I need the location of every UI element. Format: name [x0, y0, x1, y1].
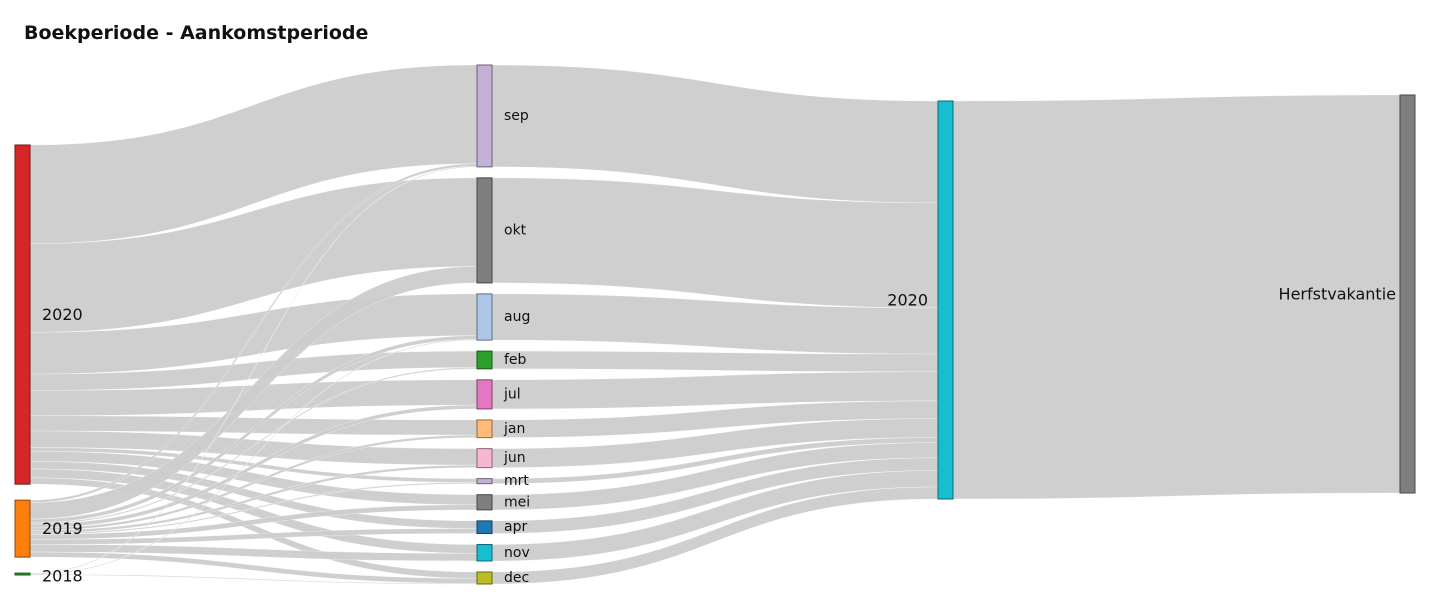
node-2020-col0[interactable]: [14, 144, 31, 485]
node-label-dec-col1: dec: [504, 570, 529, 586]
links-layer: [29, 64, 1401, 585]
node-label-apr-col1: apr: [504, 519, 527, 535]
node-jan-col1[interactable]: [476, 419, 493, 439]
node-label-jun-col1: jun: [503, 450, 526, 466]
node-2018-col0[interactable]: [14, 572, 31, 576]
node-herfstvakantie-col3[interactable]: [1399, 94, 1416, 494]
chart-title: Boekperiode - Aankomstperiode: [24, 22, 369, 44]
node-label-jan-col1: jan: [503, 421, 525, 437]
node-okt-col1[interactable]: [476, 177, 493, 284]
node-label-2020-col0: 2020: [42, 305, 83, 324]
node-label-sep-col1: sep: [504, 108, 529, 124]
node-jul-col1[interactable]: [476, 379, 493, 410]
node-label-herfstvakantie-col3: Herfstvakantie: [1279, 285, 1396, 304]
node-feb-col1[interactable]: [476, 350, 493, 370]
node-label-2018-col0: 2018: [42, 567, 83, 586]
node-label-jul-col1: jul: [503, 386, 521, 402]
node-label-2019-col0: 2019: [42, 519, 83, 538]
node-aug-col1[interactable]: [476, 293, 493, 341]
labels-layer: 2020 2019 2018 sep okt aug feb jul jan jun mrt mei a…: [42, 108, 1396, 586]
node-label-aug-col1: aug: [504, 309, 530, 325]
node-label-mei-col1: mei: [504, 494, 530, 510]
node-label-nov-col1: nov: [504, 545, 530, 561]
node-label-2020-col2: 2020: [887, 291, 928, 310]
node-label-mrt-col1: mrt: [504, 473, 529, 489]
nodes-layer: [14, 64, 1416, 585]
node-label-okt-col1: okt: [504, 222, 527, 238]
node-2019-col0[interactable]: [14, 499, 31, 558]
node-jun-col1[interactable]: [476, 448, 493, 469]
node-nov-col1[interactable]: [476, 544, 493, 562]
link-nov-to-2020[interactable]: [491, 470, 939, 562]
node-2020-col2[interactable]: [937, 100, 954, 500]
node-dec-col1[interactable]: [476, 571, 493, 585]
node-label-feb-col1: feb: [504, 352, 527, 368]
node-mrt-col1[interactable]: [476, 478, 493, 485]
node-mei-col1[interactable]: [476, 494, 493, 511]
link-feb-to-2020[interactable]: [491, 350, 939, 373]
node-apr-col1[interactable]: [476, 520, 493, 535]
node-sep-col1[interactable]: [476, 64, 493, 168]
